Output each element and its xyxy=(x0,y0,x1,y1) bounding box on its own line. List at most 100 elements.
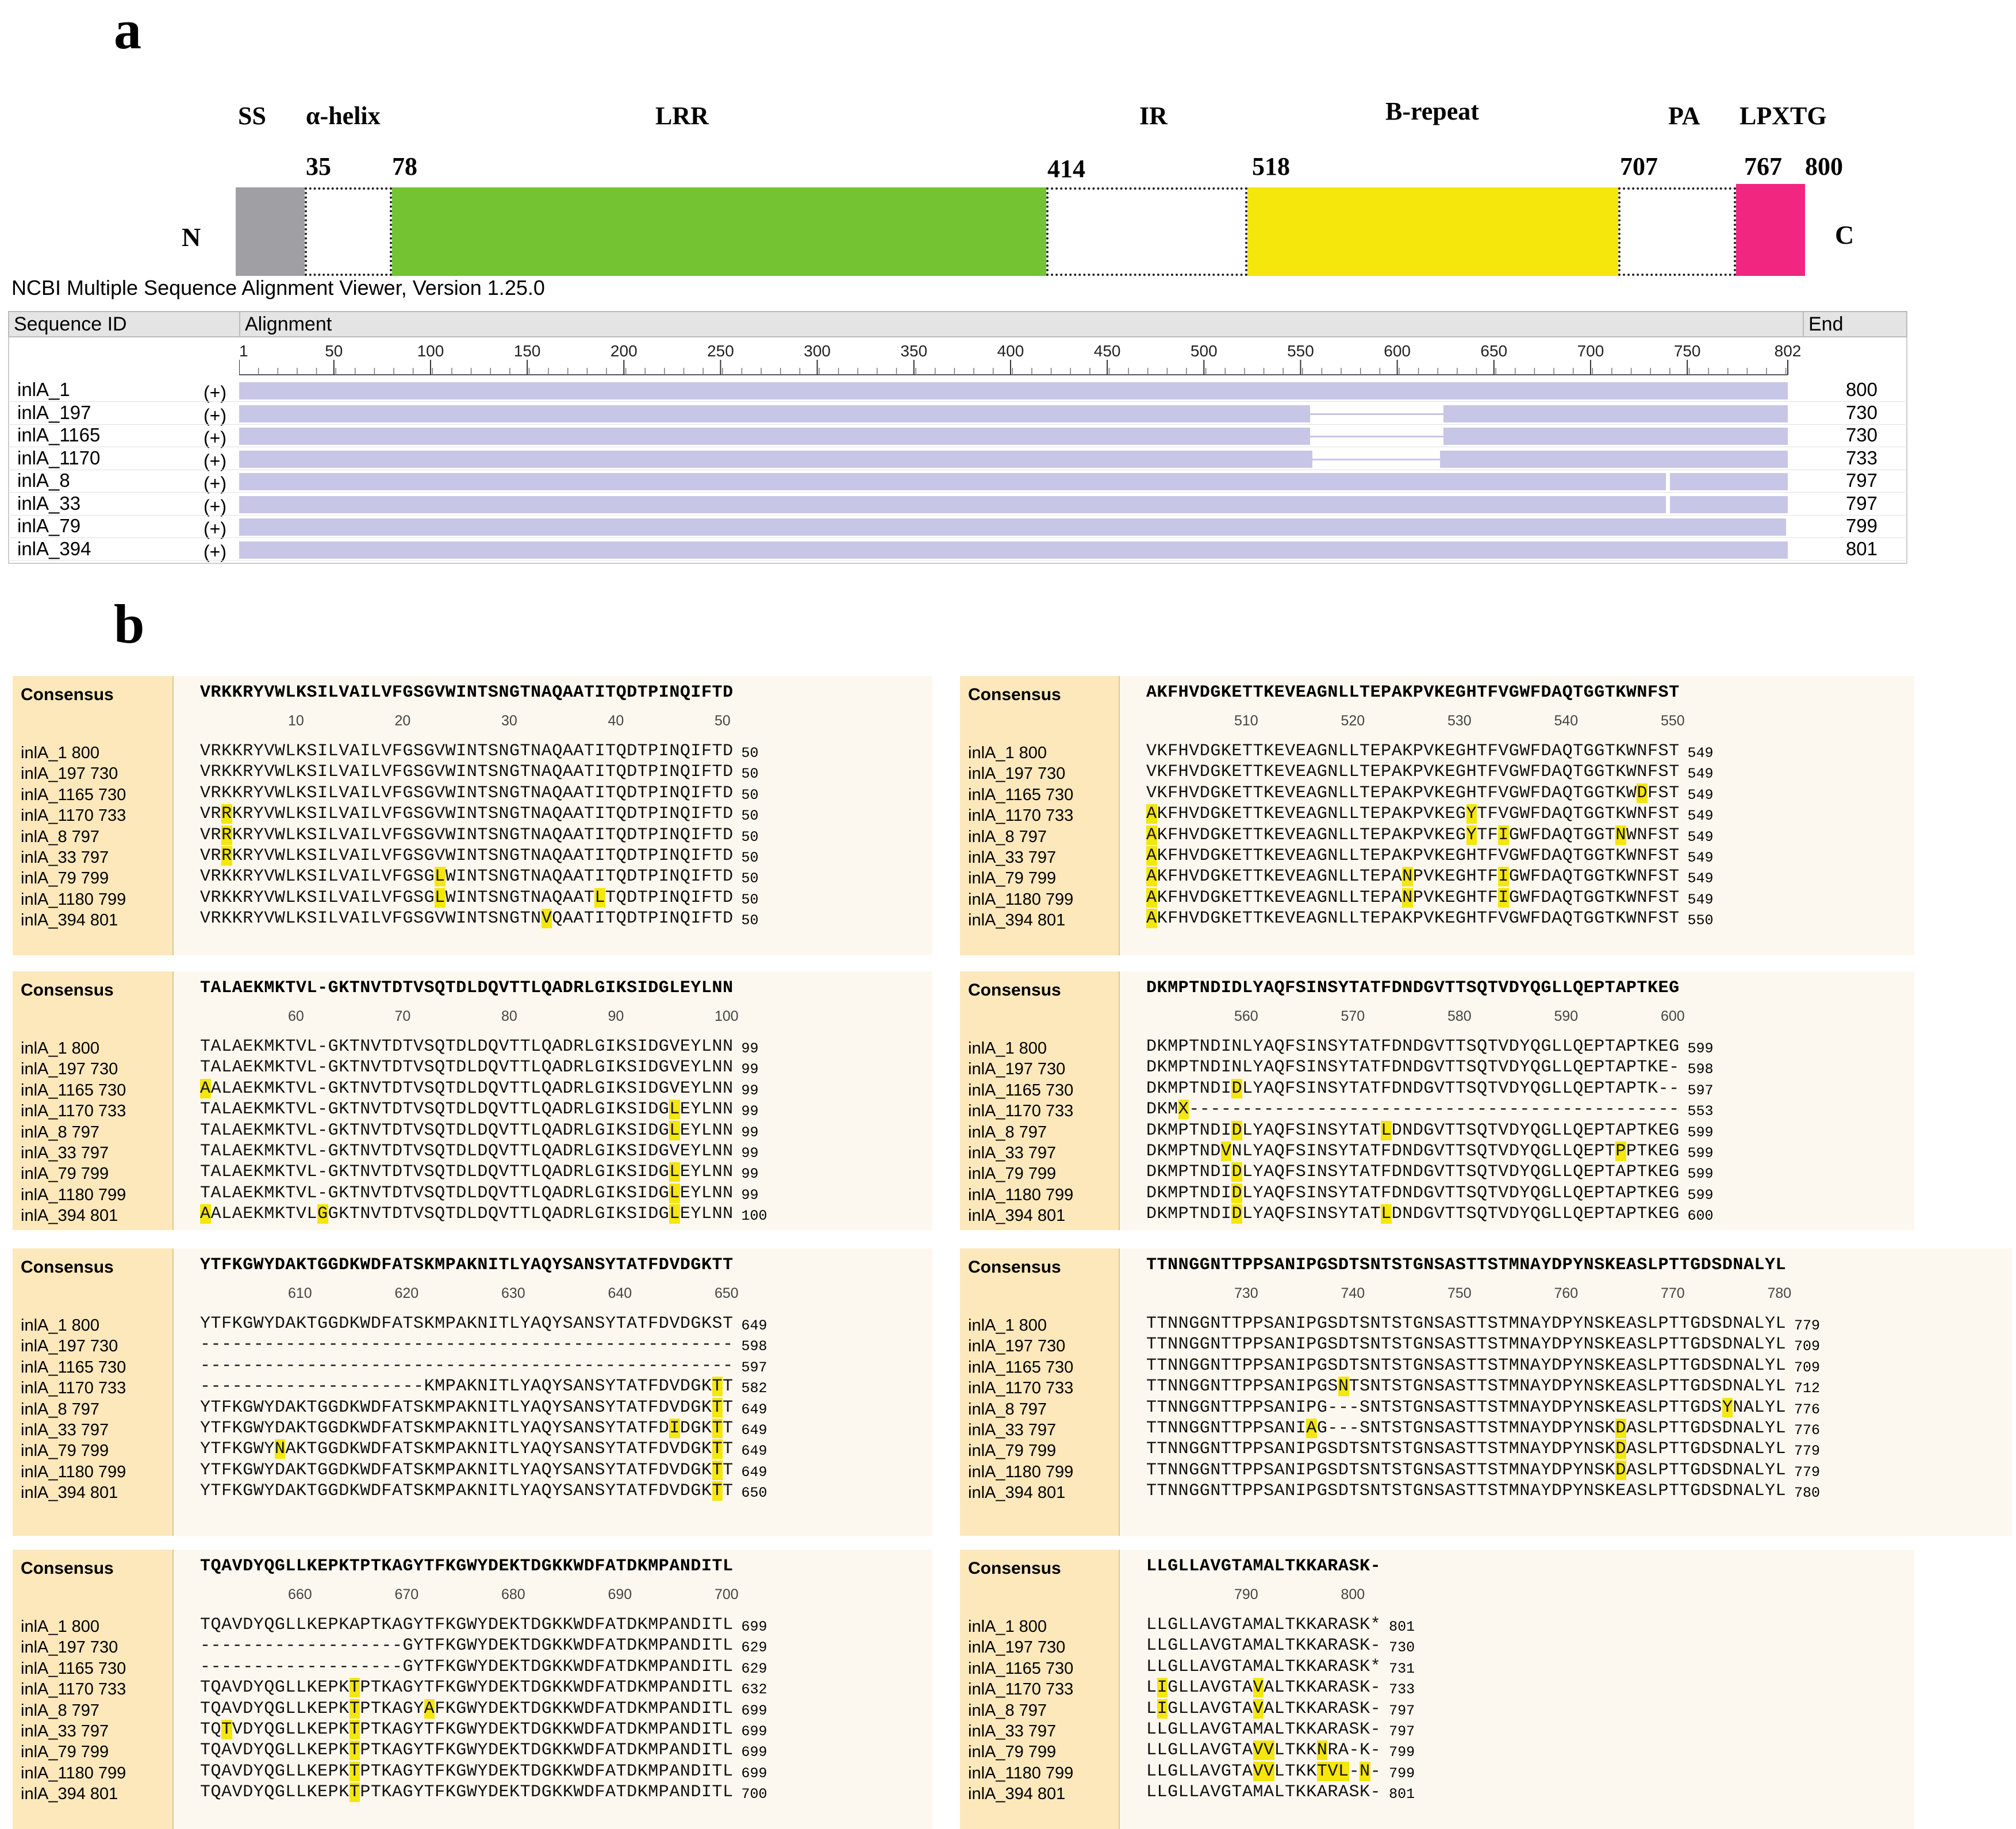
variant-residue: N xyxy=(1316,1740,1328,1761)
alignment-bar[interactable] xyxy=(239,405,1788,422)
column-header-sequence-id[interactable]: Sequence ID xyxy=(8,311,240,337)
variant-residue: V xyxy=(1253,1740,1264,1761)
sequence-end-position: 797 xyxy=(1389,1723,1415,1740)
variant-residue: T xyxy=(712,1397,723,1417)
position-tick: 530 xyxy=(1447,713,1472,729)
alignment-block: Consensus LLGLLAVGTAMALTKKARASK- 790 800 inl… xyxy=(960,1550,1914,1829)
sequence-end-position: 549 xyxy=(1687,786,1714,804)
variant-residue: L xyxy=(669,1183,680,1203)
sequence-label: inlA_33 797 xyxy=(968,1421,1057,1439)
position-tick: 10 xyxy=(287,713,304,729)
sequence-label: inlA_1 800 xyxy=(21,1617,100,1636)
sequence-label: inlA_197 730 xyxy=(21,1638,118,1657)
axis-tick-label: 250 xyxy=(707,342,734,360)
sequence-label: inlA_8 797 xyxy=(21,1701,100,1720)
variant-residue: N xyxy=(274,1439,286,1459)
consensus-label: Consensus xyxy=(21,1258,114,1277)
sequence-end-position: 549 xyxy=(1687,745,1714,762)
aligned-sequence: AALAEKMKTVLGGKTNVTDTVSQTDLDQVTTLQADRLGIK… xyxy=(200,1204,734,1224)
alignment-gap-line xyxy=(1310,413,1444,415)
variant-residue: T xyxy=(712,1460,723,1480)
viewer-row-divider xyxy=(8,401,1905,402)
variant-residue: A xyxy=(1146,867,1157,887)
viewer-sequence-id[interactable]: inlA_79 xyxy=(17,515,81,536)
position-tick: 680 xyxy=(501,1586,525,1603)
position-tick: 560 xyxy=(1234,1008,1258,1024)
domain-box-pa xyxy=(1618,187,1736,276)
column-header-alignment[interactable]: Alignment xyxy=(239,311,1804,337)
variant-residue: T xyxy=(712,1439,723,1459)
aligned-sequence: LIGLLAVGTAVALTKKARASK- xyxy=(1146,1699,1381,1719)
sequence-end-position: 549 xyxy=(1687,766,1714,783)
aligned-sequence: DKMPTNDINLYAQFSINSYTATFDNDGVTTSQTVDYQGLL… xyxy=(1146,1058,1680,1078)
aligned-sequence: TTNNGGNTTPPSANIPGSDTSNTSTGNSASTTSTMNAYDP… xyxy=(1146,1460,1787,1480)
variant-residue: V xyxy=(1253,1678,1264,1698)
sequence-end-position: 649 xyxy=(741,1443,767,1460)
consensus-sequence: DKMPTNDIDLYAQFSINSYTATFDNDGVTTSQTVDYQGLL… xyxy=(1146,978,1680,998)
sequence-end-position: 99 xyxy=(741,1145,759,1162)
variant-residue: L xyxy=(669,1162,680,1182)
sequence-label: inlA_1165 730 xyxy=(21,785,126,804)
viewer-sequence-id[interactable]: inlA_8 xyxy=(17,470,70,491)
domain-box-lpxtg xyxy=(1736,184,1805,276)
sequence-end-position: 799 xyxy=(1389,1765,1415,1782)
sequence-end-position: 599 xyxy=(1687,1186,1714,1204)
alignment-bar[interactable] xyxy=(239,450,1788,468)
variant-residue: V xyxy=(1264,1761,1274,1781)
variant-residue: D xyxy=(1231,1162,1242,1182)
domain-label--helix: α-helix xyxy=(306,102,381,130)
variant-residue: G xyxy=(317,1204,328,1224)
alignment-bar[interactable] xyxy=(239,382,1788,399)
aligned-sequence: TTNNGGNTTPPSANIAG---SNTSTGNSASTTSTMNAYDP… xyxy=(1146,1419,1787,1438)
sequence-label: inlA_79 799 xyxy=(968,869,1057,888)
position-tick: 750 xyxy=(1447,1285,1472,1301)
sequence-end-position: 549 xyxy=(1687,850,1714,866)
viewer-strand: (+) xyxy=(203,518,226,539)
variant-residue: V xyxy=(541,909,552,929)
variant-residue: T xyxy=(349,1740,360,1761)
panel-a-label: a xyxy=(114,0,141,60)
aligned-sequence: YTFKGWYDAKTGGDKWDFATSKMPAKNITLYAQYSANSYT… xyxy=(200,1314,734,1334)
alignment-block: Consensus TQAVDYQGLLKEPKTPTKAGYTFKGWYDEKT… xyxy=(13,1550,932,1829)
aligned-sequence: LLGLLAVGTAMALTKKARASK- xyxy=(1146,1636,1381,1656)
domain-position-707: 707 xyxy=(1620,152,1658,180)
variant-residue: D xyxy=(1231,1183,1242,1203)
sequence-label: inlA_33 797 xyxy=(968,1722,1057,1740)
aligned-sequence: LLGLLAVGTAMALTKKARASK* xyxy=(1146,1615,1381,1635)
alignment-bar[interactable] xyxy=(239,495,1788,513)
position-tick: 570 xyxy=(1341,1008,1365,1024)
viewer-sequence-id[interactable]: inlA_33 xyxy=(17,492,81,514)
variant-residue: T xyxy=(221,1720,232,1739)
axis-tick-label: 500 xyxy=(1191,342,1218,360)
variant-residue: T xyxy=(349,1720,360,1739)
viewer-sequence-id[interactable]: inlA_1170 xyxy=(17,447,101,468)
position-tick: 730 xyxy=(1234,1285,1258,1301)
sequence-end-position: 799 xyxy=(1389,1744,1415,1761)
viewer-row-divider xyxy=(8,424,1905,425)
consensus-label: Consensus xyxy=(968,1258,1061,1277)
sequence-label: inlA_33 797 xyxy=(21,1722,109,1740)
sequence-end-position: 699 xyxy=(741,1744,767,1761)
column-header-end[interactable]: End xyxy=(1803,311,1907,337)
variant-residue: I xyxy=(669,1419,680,1438)
aligned-sequence: AKFHVDGKETTKEVEAGNLLTEPAKPVKEGYTFVGWFDAQ… xyxy=(1146,804,1680,824)
variant-residue: V xyxy=(1264,1740,1274,1761)
viewer-sequence-id[interactable]: inlA_1165 xyxy=(17,424,101,445)
viewer-sequence-id[interactable]: inlA_394 xyxy=(17,537,91,559)
axis-tick-label: 650 xyxy=(1480,342,1507,360)
alignment-bar[interactable] xyxy=(239,473,1788,490)
aligned-sequence: VRRKRYVWLKSILVAILVFGSGVWINTSNGTNAQAATITQ… xyxy=(200,804,734,824)
variant-residue: N xyxy=(1402,887,1413,908)
sequence-label: inlA_1170 733 xyxy=(968,1379,1074,1398)
alignment-bar[interactable] xyxy=(239,428,1788,445)
axis-tick-label: 450 xyxy=(1094,342,1121,360)
sequence-end-position: 776 xyxy=(1794,1422,1821,1439)
position-tick: 800 xyxy=(1341,1586,1365,1603)
viewer-sequence-id[interactable]: inlA_197 xyxy=(17,401,91,423)
viewer-sequence-id[interactable]: inlA_1 xyxy=(17,379,70,400)
alignment-bar[interactable] xyxy=(239,541,1788,559)
alignment-bar[interactable] xyxy=(239,518,1786,536)
sequence-end-position: 599 xyxy=(1687,1040,1714,1057)
variant-residue: I xyxy=(1498,867,1509,887)
aligned-sequence: TQAVDYQGLLKEPKTPTKAGYTFKGWYDEKTDGKKWDFAT… xyxy=(200,1761,734,1781)
